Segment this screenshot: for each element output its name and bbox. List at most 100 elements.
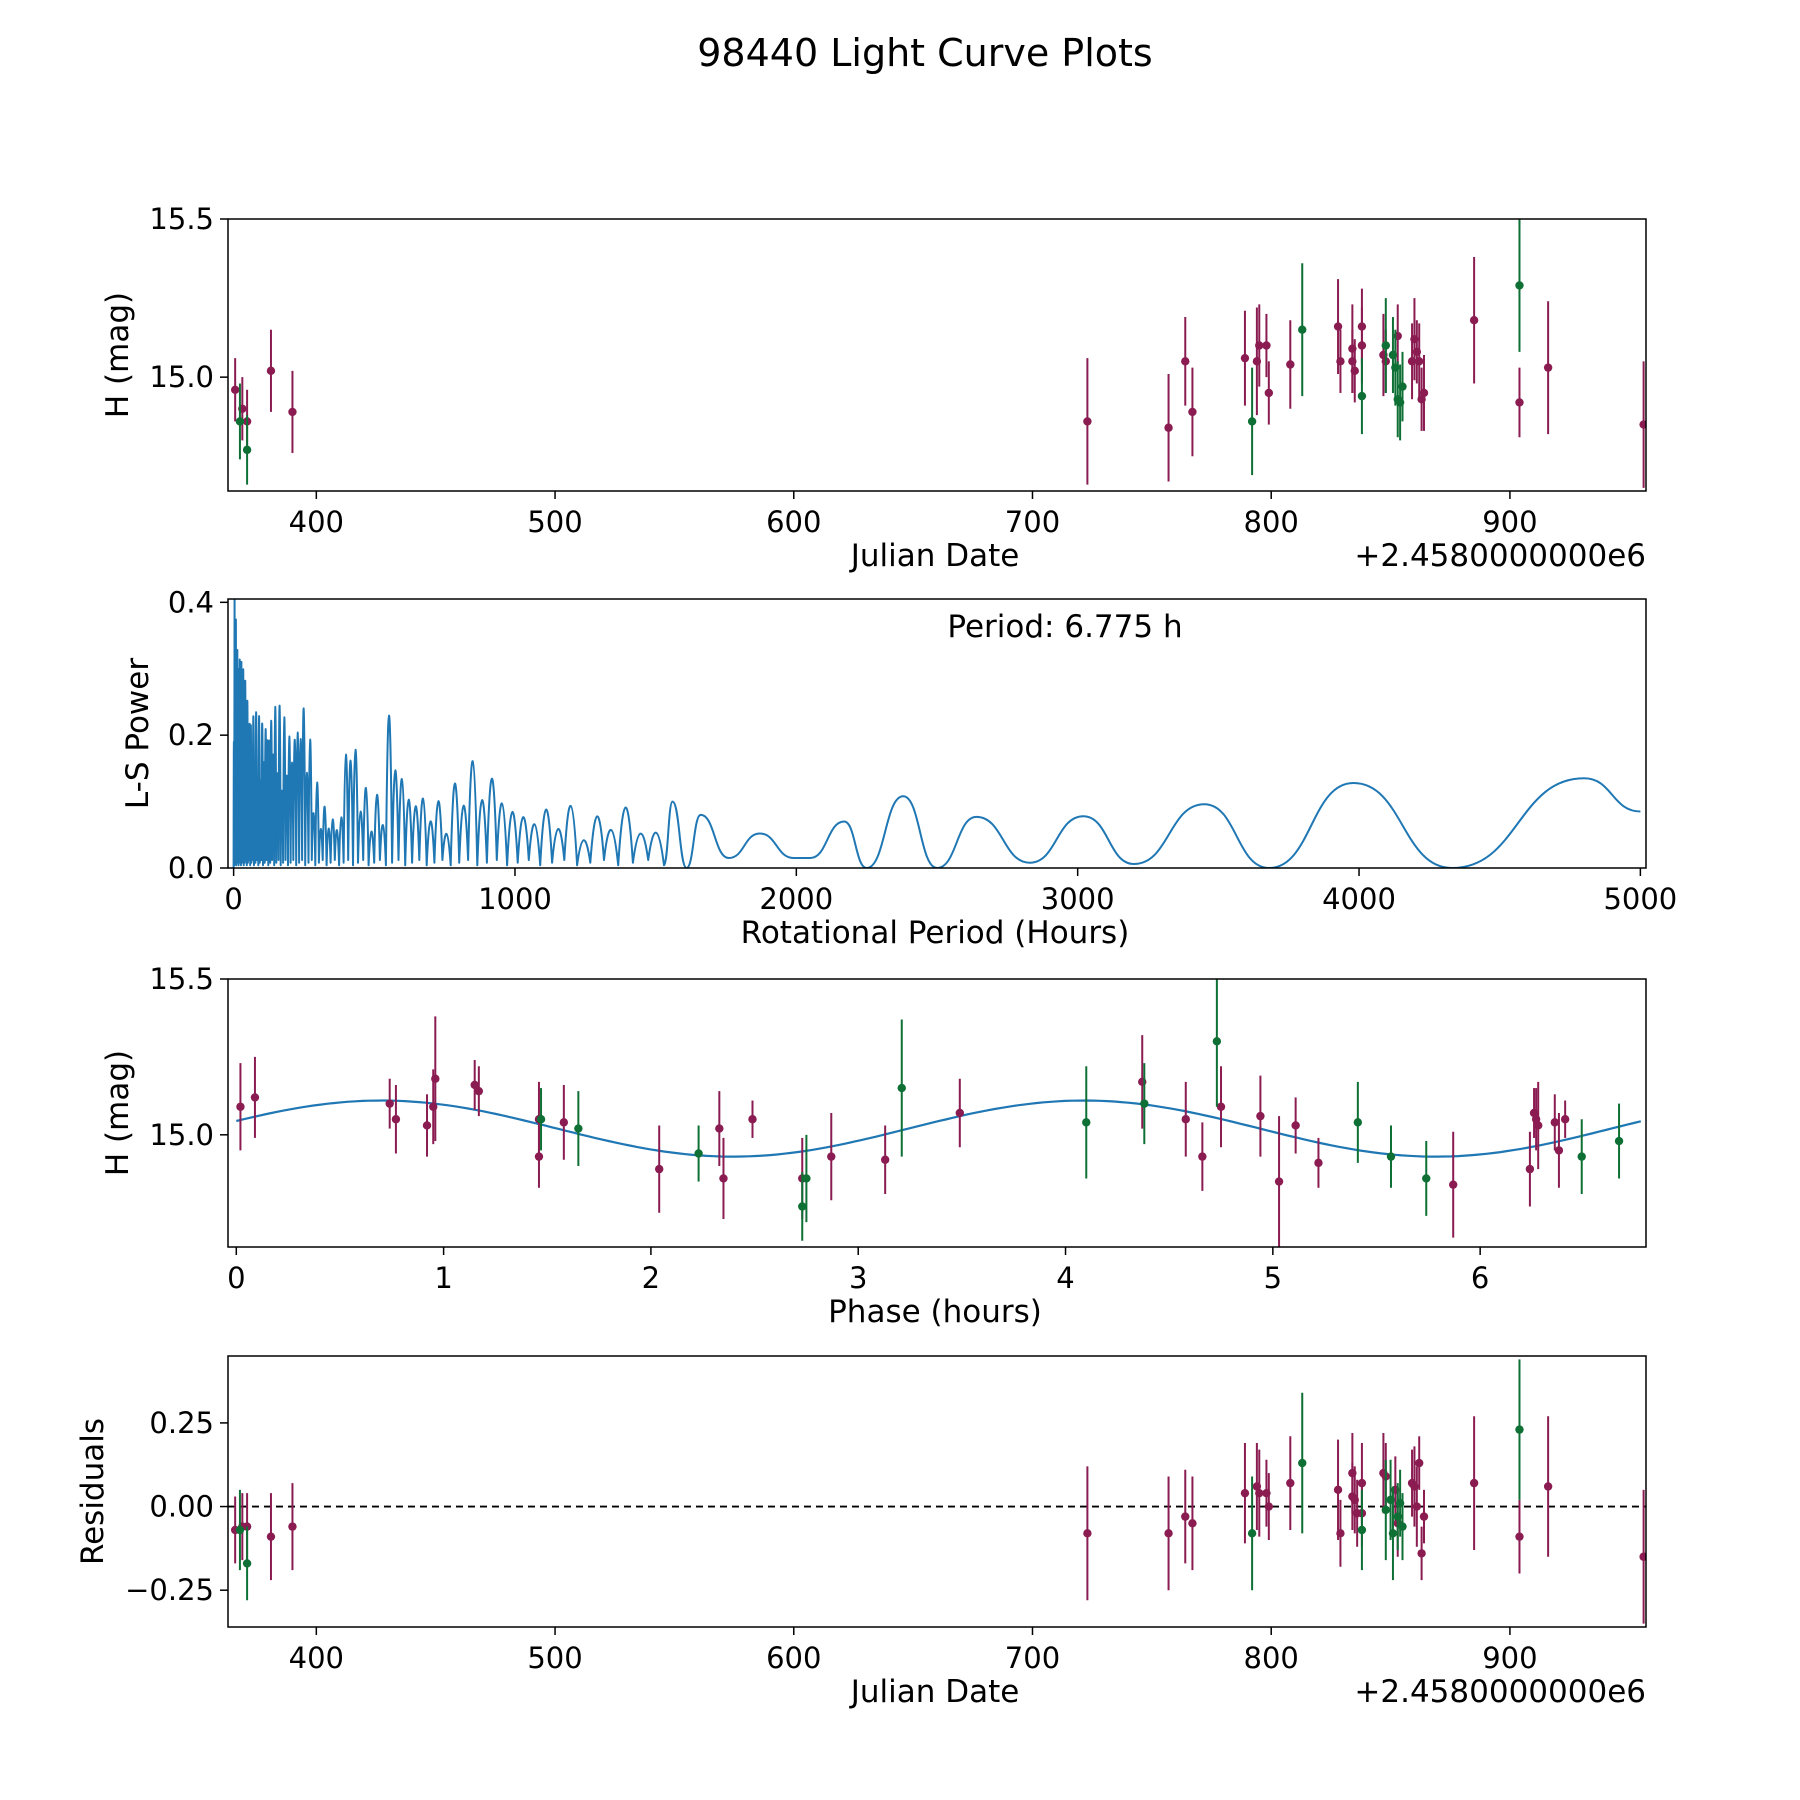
data-point bbox=[1515, 1532, 1524, 1541]
data-point bbox=[798, 1202, 807, 1211]
data-point bbox=[1449, 1180, 1458, 1189]
data-point bbox=[536, 1115, 546, 1124]
data-point bbox=[1543, 1482, 1553, 1491]
data-point bbox=[1164, 1529, 1173, 1538]
data-point bbox=[1381, 1505, 1390, 1515]
data-point bbox=[534, 1152, 544, 1161]
x-axis-label: Julian Date bbox=[849, 538, 1020, 574]
x-tick-label: 2000 bbox=[759, 882, 833, 916]
data-layer bbox=[236, 979, 1624, 1247]
x-tick-label: 900 bbox=[1482, 1641, 1537, 1675]
data-point bbox=[1577, 1152, 1586, 1161]
data-point bbox=[1247, 1529, 1257, 1538]
data-point bbox=[1140, 1099, 1149, 1108]
x-tick-label: 800 bbox=[1244, 1641, 1299, 1675]
x-tick-label: 1000 bbox=[478, 882, 552, 916]
data-point bbox=[1240, 1488, 1250, 1498]
data-point bbox=[1419, 1512, 1429, 1521]
data-point bbox=[1381, 341, 1390, 350]
data-point bbox=[288, 1522, 297, 1531]
data-point bbox=[1082, 1118, 1091, 1127]
data-point bbox=[1525, 1164, 1535, 1174]
data-point bbox=[1415, 1458, 1424, 1468]
data-point bbox=[1639, 1552, 1646, 1561]
x-tick-label: 5 bbox=[1264, 1261, 1282, 1295]
axes-frame bbox=[227, 1355, 1647, 1628]
data-point bbox=[1336, 1529, 1345, 1538]
data-point bbox=[1298, 325, 1307, 334]
y-tick-label: 15.5 bbox=[149, 202, 214, 236]
y-axis-label: L-S Power bbox=[120, 658, 156, 809]
x-tick-label: 3 bbox=[849, 1261, 867, 1295]
x-tick-label: 500 bbox=[527, 1641, 582, 1675]
data-point bbox=[1333, 322, 1343, 331]
data-point bbox=[955, 1108, 965, 1118]
data-point bbox=[385, 1099, 394, 1108]
data-layer bbox=[230, 1359, 1646, 1624]
data-point bbox=[1262, 341, 1271, 350]
periodogram-layer bbox=[232, 599, 1641, 868]
x-tick-label: 6 bbox=[1471, 1261, 1489, 1295]
y-tick-label: 15.5 bbox=[149, 962, 214, 996]
data-point bbox=[242, 445, 252, 455]
data-point bbox=[719, 1174, 728, 1183]
data-point bbox=[1264, 1502, 1274, 1511]
x-tick-label: 2 bbox=[642, 1261, 660, 1295]
data-point bbox=[266, 366, 276, 376]
data-point bbox=[1350, 366, 1359, 376]
data-layer bbox=[230, 219, 1646, 488]
data-point bbox=[1515, 398, 1524, 407]
y-tick-label: 0.0 bbox=[168, 851, 214, 885]
data-point bbox=[1515, 281, 1524, 290]
y-tick-label: 0.4 bbox=[168, 585, 214, 619]
axes-frame bbox=[227, 218, 1647, 492]
data-point bbox=[1388, 1529, 1398, 1538]
data-point bbox=[1286, 360, 1295, 369]
data-point bbox=[1357, 1525, 1367, 1535]
data-point bbox=[1614, 1136, 1624, 1146]
data-point bbox=[1181, 1512, 1190, 1521]
data-point bbox=[1533, 1121, 1543, 1130]
x-tick-label: 400 bbox=[289, 505, 344, 539]
y-axis-label: H (mag) bbox=[100, 292, 136, 418]
data-point bbox=[1083, 1529, 1092, 1538]
y-tick-label: 0.00 bbox=[149, 1490, 214, 1524]
data-point bbox=[1412, 1502, 1422, 1511]
data-point bbox=[266, 1532, 276, 1541]
residuals-panel: 400 500 600 700 800 900 0.25 0.00 −0.25 Julian Da… bbox=[75, 1355, 1647, 1710]
data-point bbox=[250, 1093, 260, 1102]
data-point bbox=[559, 1118, 569, 1127]
data-point bbox=[1515, 1425, 1524, 1434]
data-point bbox=[1216, 1102, 1226, 1111]
data-point bbox=[470, 1080, 479, 1090]
data-point bbox=[1291, 1121, 1300, 1130]
x-tick-label: 3000 bbox=[1041, 882, 1115, 916]
data-point bbox=[1264, 388, 1274, 398]
x-tick-label: 5000 bbox=[1603, 882, 1677, 916]
data-point bbox=[1181, 357, 1190, 366]
x-tick-label: 4000 bbox=[1322, 882, 1396, 916]
data-point bbox=[802, 1174, 811, 1183]
x-tick-label: 0 bbox=[227, 1261, 245, 1295]
x-axis-label: Julian Date bbox=[849, 1674, 1020, 1710]
data-point bbox=[1212, 1037, 1222, 1046]
data-point bbox=[1543, 363, 1553, 372]
data-point bbox=[748, 1115, 757, 1124]
data-point bbox=[1274, 1177, 1284, 1186]
x-tick-label: 700 bbox=[1005, 505, 1060, 539]
figure-title: 98440 Light Curve Plots bbox=[697, 31, 1152, 75]
data-point bbox=[1256, 1111, 1265, 1121]
data-point bbox=[1550, 1118, 1559, 1127]
data-point bbox=[1353, 1118, 1363, 1127]
x-tick-label: 1 bbox=[434, 1261, 452, 1295]
data-point bbox=[1417, 1549, 1426, 1558]
data-point bbox=[1286, 1478, 1295, 1488]
data-point bbox=[1188, 1519, 1197, 1528]
x-tick-label: 0 bbox=[224, 882, 242, 916]
data-point bbox=[897, 1083, 906, 1093]
y-axis-label: H (mag) bbox=[100, 1050, 136, 1176]
y-tick-label: 0.25 bbox=[149, 1406, 214, 1440]
data-point bbox=[715, 1124, 724, 1133]
y-tick-label: 15.0 bbox=[149, 1118, 214, 1152]
